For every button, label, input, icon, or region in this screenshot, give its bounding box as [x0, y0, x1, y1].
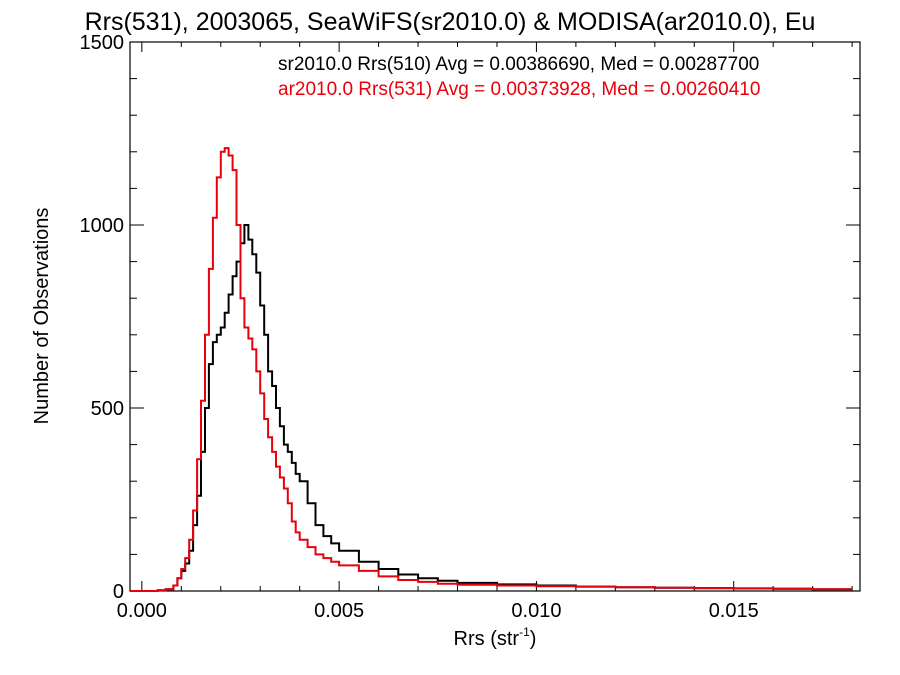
x-tick-label: 0.000 — [117, 600, 167, 622]
series-group — [130, 147, 853, 592]
y-tick-label: 1500 — [80, 32, 125, 54]
series-line-red — [130, 147, 853, 592]
x-tick-label: 0.005 — [314, 600, 364, 622]
series-line-black — [130, 224, 853, 592]
x-axis-label-main: Rrs (str — [454, 628, 520, 650]
x-axis-label-superscript: -1 — [519, 625, 530, 639]
legend-entry-red: ar2010.0 Rrs(531) Avg = 0.00373928, Med … — [278, 79, 760, 100]
chart-title: Rrs(531), 2003065, SeaWiFS(sr2010.0) & M… — [85, 8, 816, 36]
y-tick-label: 1000 — [80, 215, 125, 237]
plot-frame — [129, 41, 861, 592]
x-axis: 0.000 0.005 0.010 0.015 — [117, 42, 853, 622]
y-axis-label: Number of Observations — [31, 208, 53, 425]
plot-area — [129, 41, 861, 592]
x-axis-label-end: ) — [530, 628, 537, 650]
x-axis-label: Rrs (str-1) — [454, 625, 537, 650]
x-tick-label: 0.015 — [709, 600, 759, 622]
x-tick-label: 0.010 — [511, 600, 561, 622]
y-tick-label: 0 — [113, 581, 124, 603]
legend-entry-black: sr2010.0 Rrs(510) Avg = 0.00386690, Med … — [278, 54, 759, 75]
y-tick-label: 500 — [91, 398, 124, 420]
